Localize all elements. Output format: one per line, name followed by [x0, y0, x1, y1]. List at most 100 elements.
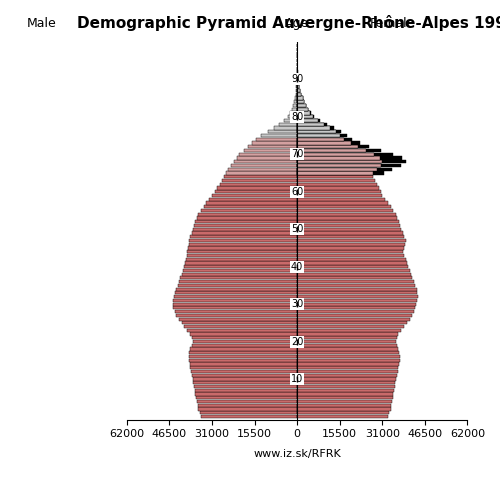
Bar — [297, 262, 407, 264]
Bar — [297, 404, 391, 407]
Bar — [297, 362, 399, 366]
Text: 30: 30 — [291, 299, 303, 309]
Bar — [297, 156, 380, 160]
Bar — [297, 100, 304, 103]
Bar — [297, 374, 397, 377]
Text: 50: 50 — [291, 224, 304, 234]
Bar — [176, 288, 297, 290]
Bar — [220, 182, 297, 186]
Bar — [297, 344, 397, 347]
Bar — [297, 254, 404, 257]
Bar — [192, 232, 297, 234]
Bar — [297, 164, 381, 167]
Bar — [198, 404, 297, 407]
Text: 90: 90 — [291, 74, 303, 85]
Bar — [297, 138, 344, 141]
Bar — [176, 314, 297, 317]
Bar — [297, 100, 304, 103]
Bar — [190, 235, 297, 238]
Bar — [206, 202, 297, 204]
Bar — [297, 104, 306, 107]
Bar — [297, 400, 392, 403]
Bar — [297, 96, 302, 100]
Bar — [290, 112, 297, 114]
Bar — [297, 325, 404, 328]
Bar — [192, 378, 297, 380]
Bar — [180, 276, 297, 280]
Bar — [297, 258, 406, 261]
Bar — [297, 336, 396, 340]
Bar — [297, 164, 402, 167]
Bar — [274, 126, 297, 130]
Bar — [297, 408, 390, 410]
Bar — [190, 239, 297, 242]
Bar — [297, 272, 411, 276]
Bar — [297, 112, 310, 114]
Bar — [297, 152, 394, 156]
Bar — [297, 348, 398, 350]
Bar — [297, 86, 299, 88]
Bar — [228, 168, 297, 171]
Bar — [297, 74, 298, 77]
Bar — [226, 172, 297, 174]
Bar — [297, 138, 352, 141]
Bar — [297, 142, 350, 144]
Bar — [297, 89, 300, 92]
Bar — [297, 96, 302, 100]
Bar — [297, 182, 377, 186]
Bar — [196, 396, 297, 400]
Bar — [192, 344, 297, 347]
Bar — [252, 142, 297, 144]
Bar — [297, 392, 394, 396]
Bar — [297, 239, 406, 242]
Bar — [262, 134, 297, 137]
Bar — [297, 411, 389, 414]
Bar — [297, 149, 366, 152]
Bar — [297, 126, 334, 130]
Bar — [297, 89, 300, 92]
Bar — [197, 400, 297, 403]
Bar — [188, 246, 297, 250]
Bar — [297, 190, 381, 194]
Bar — [297, 115, 314, 118]
Bar — [296, 86, 297, 88]
Bar — [297, 381, 396, 384]
Bar — [297, 175, 372, 178]
Bar — [297, 269, 410, 272]
Bar — [297, 212, 396, 216]
Bar — [297, 134, 340, 137]
Bar — [297, 179, 374, 182]
Bar — [297, 122, 324, 126]
Bar — [292, 108, 297, 111]
Bar — [194, 385, 297, 388]
Bar — [297, 86, 299, 88]
Bar — [297, 138, 344, 141]
Bar — [297, 340, 396, 343]
Bar — [188, 355, 297, 358]
Bar — [297, 172, 384, 174]
Bar — [182, 272, 297, 276]
Bar — [297, 119, 318, 122]
Bar — [297, 152, 374, 156]
Text: www.iz.sk/RFRK: www.iz.sk/RFRK — [253, 450, 341, 460]
Bar — [188, 242, 297, 246]
Bar — [240, 152, 297, 156]
Bar — [297, 86, 299, 88]
Bar — [297, 292, 418, 294]
Bar — [297, 302, 416, 306]
Bar — [194, 224, 297, 227]
Bar — [297, 396, 392, 400]
Bar — [297, 82, 298, 84]
Bar — [297, 306, 415, 310]
Bar — [297, 332, 398, 336]
Bar — [297, 168, 392, 171]
Bar — [297, 168, 377, 171]
Bar — [184, 325, 297, 328]
Bar — [297, 126, 330, 130]
Bar — [297, 122, 324, 126]
Bar — [174, 299, 297, 302]
Text: 40: 40 — [291, 262, 303, 272]
Bar — [187, 250, 297, 254]
Bar — [288, 115, 297, 118]
Bar — [268, 130, 297, 134]
